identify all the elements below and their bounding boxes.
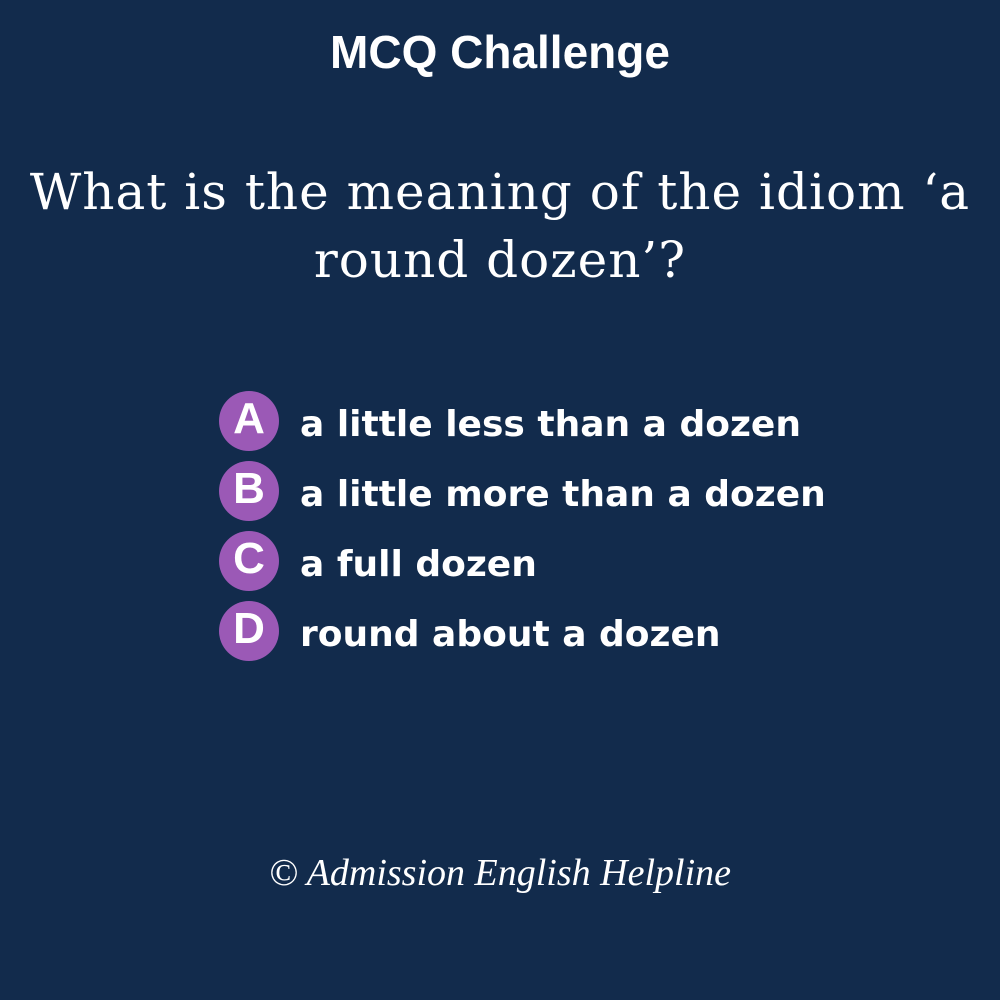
option-a-badge: A bbox=[219, 391, 279, 451]
option-a-label: a little less than a dozen bbox=[300, 404, 801, 445]
option-c-label: a full dozen bbox=[300, 544, 537, 585]
option-b-label: a little more than a dozen bbox=[300, 474, 826, 515]
page-title: MCQ Challenge bbox=[330, 26, 670, 78]
option-d[interactable]: D round about a dozen bbox=[219, 598, 939, 668]
option-c-badge: C bbox=[219, 531, 279, 591]
option-d-badge: D bbox=[219, 601, 279, 661]
copyright-footer: © Admission English Helpline bbox=[269, 852, 731, 894]
option-b[interactable]: B a little more than a dozen bbox=[219, 458, 939, 528]
option-a[interactable]: A a little less than a dozen bbox=[219, 388, 939, 458]
option-b-badge: B bbox=[219, 461, 279, 521]
option-d-label: round about a dozen bbox=[300, 614, 721, 655]
option-c[interactable]: C a full dozen bbox=[219, 528, 939, 598]
question-text: What is the meaning of the idiom ‘a roun… bbox=[29, 163, 971, 289]
options-list: A a little less than a dozen B a little … bbox=[219, 388, 939, 668]
